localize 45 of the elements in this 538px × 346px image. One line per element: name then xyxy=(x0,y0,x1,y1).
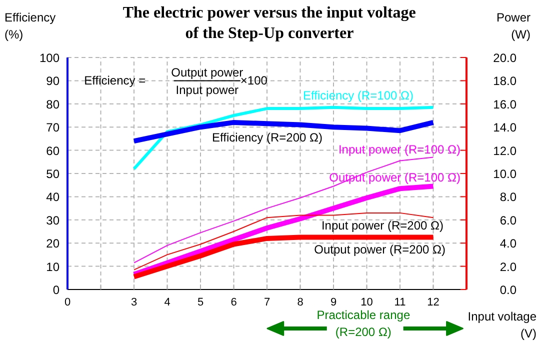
x-axis-title: Input voltage (V) xyxy=(468,310,537,340)
y2-tick-label: 16.0 xyxy=(493,97,517,112)
y2-tick-label: 10.0 xyxy=(493,167,517,181)
y-tick-label: 100 xyxy=(39,51,60,65)
x-tick-label: 10 xyxy=(360,296,373,308)
y2-tick-label: 0.0 xyxy=(500,283,517,297)
x-tick-label: 11 xyxy=(394,296,406,308)
x-tick-label: 9 xyxy=(330,296,337,308)
y-tick-label: 50 xyxy=(46,167,60,181)
y-tick-label: 30 xyxy=(46,213,60,228)
x-tick-label: 5 xyxy=(197,296,204,308)
y2-tick-label: 12.0 xyxy=(493,144,517,158)
y2-axis-title: Power (W) xyxy=(496,10,531,42)
series-label: Efficiency (R=100 Ω) xyxy=(303,88,414,102)
y-tick-label: 90 xyxy=(46,74,60,88)
y2-tick-label: 18.0 xyxy=(493,74,517,88)
x-tick-label: 6 xyxy=(230,296,237,308)
x-tick-label: 12 xyxy=(427,296,440,308)
y2-tick-label: 4.0 xyxy=(500,236,517,251)
y-tick-label: 0 xyxy=(52,283,60,297)
x-tick-label: 4 xyxy=(164,296,170,308)
annotation: Input power xyxy=(176,82,239,97)
y-tick-label: 40 xyxy=(46,190,60,204)
y2-tick-label: 14.0 xyxy=(493,120,517,135)
y2-tick-label: 6.0 xyxy=(500,213,517,228)
y2-tick-label: 8.0 xyxy=(500,190,517,204)
series-label: Input power (R=100 Ω) xyxy=(338,142,461,156)
series-label: Efficiency (R=200 Ω) xyxy=(212,130,323,144)
x-tick-label: 0 xyxy=(64,296,71,308)
text: Practicable range (R=200 Ω) xyxy=(316,308,410,339)
series-label: Input power (R=200 Ω) xyxy=(321,218,444,233)
chart-title: The electric power versus the input voltage of the Step-Up converter xyxy=(122,4,416,42)
y-tick-label: 10 xyxy=(46,260,60,274)
y-tick-label: 80 xyxy=(46,97,60,112)
y-tick-label: 60 xyxy=(46,144,60,158)
y2-tick-label: 20.0 xyxy=(493,51,517,65)
annotation: Efficiency = xyxy=(84,74,146,88)
x-tick-label: 3 xyxy=(130,296,138,308)
x-tick-label: 7 xyxy=(264,296,270,308)
y-axis-title: Efficiency (%) xyxy=(4,10,56,42)
series-label: Output power (R=200 Ω) xyxy=(314,242,446,256)
y-tick-label: 70 xyxy=(46,120,60,135)
y2-tick-label: 2.0 xyxy=(500,260,517,274)
y-tick-label: 20 xyxy=(46,236,60,251)
x-tick-label: 8 xyxy=(297,296,304,308)
